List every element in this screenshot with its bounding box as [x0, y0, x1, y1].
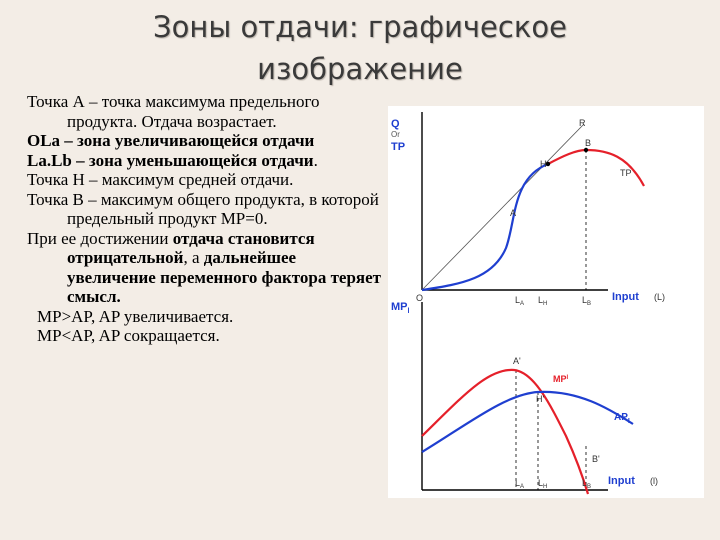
- x2-label-la: LA: [515, 478, 524, 490]
- point-h-label: H: [540, 159, 547, 169]
- mp-curve-label: MPl: [553, 374, 569, 384]
- negative-return-lead: При ее достижении: [27, 228, 173, 248]
- x-label-lb: LB: [582, 295, 591, 307]
- paragraph-mp-gt-ap: MP>AP, AP увеличивается.: [37, 306, 234, 326]
- point-h-marker: [545, 161, 551, 167]
- slide-title-line-2: изображение: [257, 52, 463, 86]
- paragraph-point-h: Точка Н – максимум средней отдачи.: [27, 170, 294, 189]
- ola-zone-text: OLa – зона увеличивающейся отдачи: [27, 131, 315, 150]
- origin-label: O: [416, 293, 423, 303]
- x-axis-input-label: Input: [612, 291, 639, 303]
- paragraph-mp-lt-ap: MP<AP, AP сокращается.: [37, 326, 220, 345]
- production-graphs: Q Or TP R A H B TP O LA LH LB Input (L) …: [391, 112, 665, 495]
- x2-axis-unit-label: (l): [650, 476, 658, 486]
- point-h2-label: H': [536, 394, 544, 404]
- slide-title: Зоны отдачи: графическое изображение: [0, 6, 720, 90]
- tp-curve-blue-part: [421, 162, 549, 292]
- explanation-text: Точка А – точка максимума предельного пр…: [27, 92, 382, 346]
- slide-title-line-1: Зоны отдачи: графическое: [153, 10, 567, 44]
- lalb-zone-text: La.Lb – зона уменьшающейся отдачи: [27, 150, 314, 170]
- x-axis-unit-label: (L): [654, 292, 665, 302]
- tp-curve-label: TP: [620, 168, 632, 178]
- x2-axis-input-label: Input: [608, 475, 635, 487]
- y-label-or: Or: [391, 130, 400, 139]
- production-graph-panel: Q Or TP R A H B TP O LA LH LB Input (L) …: [388, 106, 704, 498]
- negative-return-bold-1: отдача становится отрицательной: [67, 228, 315, 268]
- y-label-q: Q: [391, 118, 400, 130]
- negative-return-mid: , а: [183, 248, 204, 267]
- x2-label-lh: LH: [538, 478, 547, 490]
- paragraph-point-b: Точка В – максимум общего продукта, в ко…: [27, 189, 379, 229]
- x-label-lh: LH: [538, 295, 547, 307]
- paragraph-lalb-zone: La.Lb – зона уменьшающейся отдачи.: [27, 151, 382, 171]
- point-b-label: B: [585, 138, 591, 148]
- y-label-tp: TP: [391, 141, 405, 153]
- paragraph-point-a: Точка А – точка максимума предельного пр…: [27, 92, 320, 131]
- x2-label-lb: LB: [582, 478, 591, 490]
- paragraph-ola-zone: OLa – зона увеличивающейся отдачи: [27, 131, 382, 151]
- point-a-label: A: [510, 208, 516, 218]
- point-a2-label: A': [513, 356, 521, 366]
- mp-ap-graph: MPl A' MPl H' APL B' LA LH LB Input (l): [391, 301, 658, 495]
- tp-graph: Q Or TP R A H B TP O LA LH LB Input (L): [391, 112, 665, 307]
- ray-label-r: R: [579, 118, 586, 128]
- ap-curve-label: APL: [614, 412, 633, 425]
- lalb-zone-period: .: [313, 150, 318, 170]
- y-label-mp: MPl: [391, 301, 410, 315]
- point-b-marker: [583, 147, 589, 153]
- x-label-la: LA: [515, 295, 524, 307]
- negative-return-bold-2: дальнейшее увеличение переменного фактор…: [67, 248, 382, 306]
- paragraph-negative-return: При ее достижении отдача становится отри…: [27, 229, 382, 307]
- ray-from-origin: [421, 123, 585, 291]
- ap-curve: [421, 390, 634, 453]
- point-b2-label: B': [592, 454, 600, 464]
- mp-curve: [421, 368, 590, 495]
